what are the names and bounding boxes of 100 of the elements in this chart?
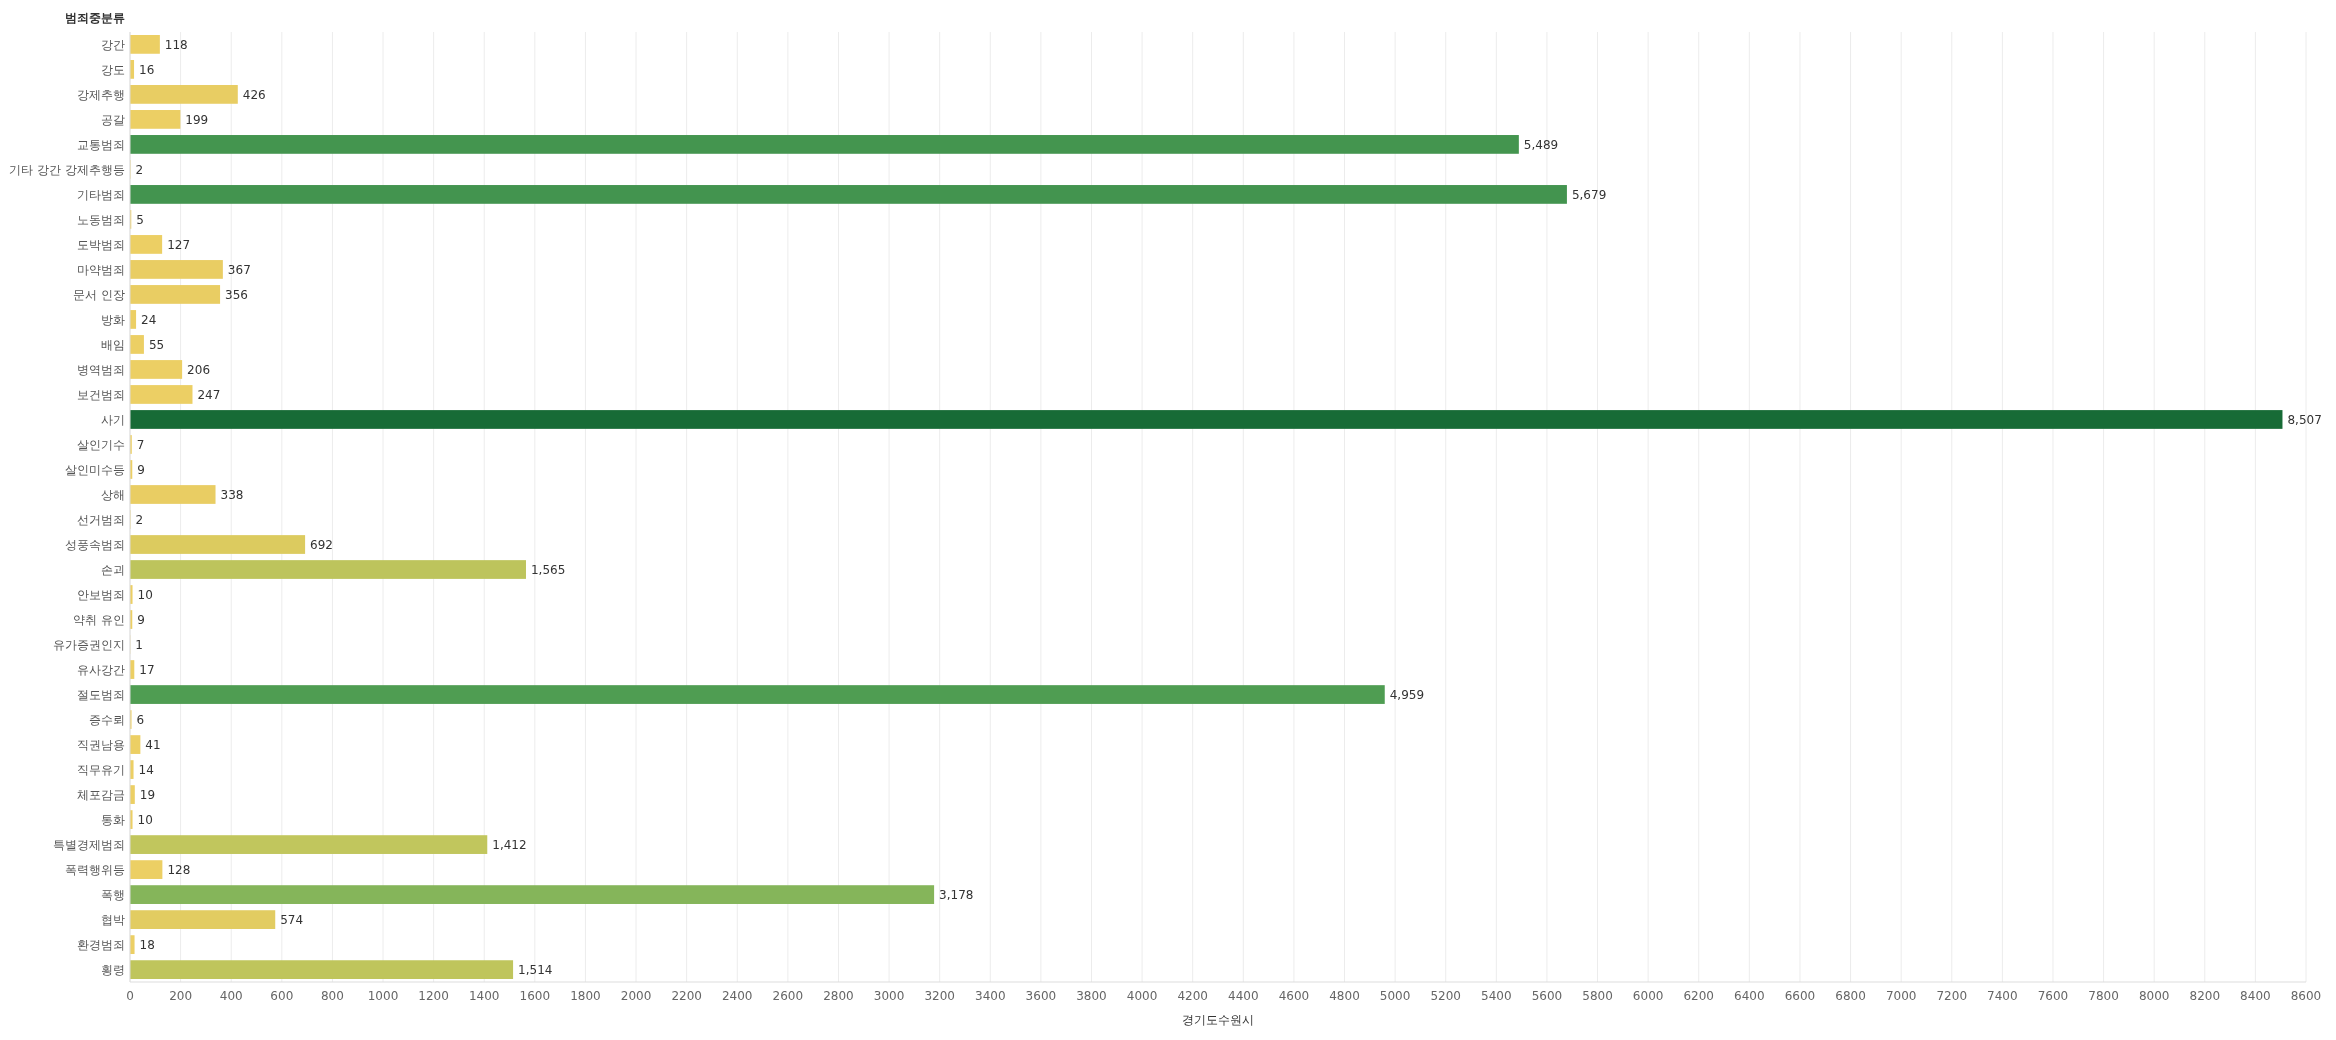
x-tick-label: 800 [320,989,344,1003]
y-tick-label: 협박 [101,912,125,927]
x-tick-label: 4200 [1177,989,1208,1003]
x-tick-label: 2800 [823,989,854,1003]
data-label: 19 [139,787,156,802]
data-label: 3,178 [939,887,974,902]
data-label: 5,489 [1523,137,1559,152]
x-tick-label: 4600 [1278,989,1310,1003]
x-tick-label: 7600 [2037,989,2069,1003]
y-tick-label: 절도범죄 [77,687,125,702]
y-tick-label: 성풍속범죄 [65,537,125,552]
x-tick-label: 0 [126,989,134,1003]
x-tick-label: 3000 [873,989,905,1003]
y-tick-label: 마약범죄 [77,262,125,277]
x-tick-label: 5600 [1531,989,1563,1003]
y-tick-label: 증수뢰 [89,712,125,727]
y-tick-label: 안보범죄 [77,587,125,602]
x-tick-label: 5000 [1379,989,1411,1003]
data-label: 1,565 [530,562,566,577]
data-label: 41 [145,737,161,752]
y-tick-label: 선거범죄 [77,512,125,527]
data-label: 206 [187,362,211,377]
y-tick-label: 환경범죄 [77,937,125,952]
x-tick-label: 7400 [1987,989,2018,1003]
y-tick-label: 직권남용 [77,737,125,752]
data-label: 9 [137,462,145,477]
y-tick-label: 통화 [101,812,125,827]
y-tick-label: 노동범죄 [77,212,125,227]
y-tick-label: 살인기수 [77,437,125,452]
x-tick-label: 4400 [1228,989,1259,1003]
data-label: 574 [280,912,304,927]
y-tick-label: 배임 [101,337,125,352]
x-tick-label: 3200 [924,989,955,1003]
y-tick-label: 살인미수등 [65,462,125,477]
y-tick-label: 사기 [101,412,125,427]
data-label: 356 [225,287,248,302]
y-tick-label: 보건범죄 [77,387,125,402]
y-tick-label: 폭력행위등 [65,862,125,877]
x-tick-label: 2200 [671,989,702,1003]
data-label: 2 [135,162,144,177]
y-tick-label: 병역범죄 [77,362,125,377]
data-label: 6 [136,712,145,727]
y-tick-label: 횡령 [101,962,125,977]
x-tick-label: 200 [169,989,193,1003]
x-tick-label: 2600 [772,989,804,1003]
data-label: 5 [136,212,144,227]
x-tick-label: 2000 [620,989,652,1003]
y-tick-label: 강제추행 [77,87,125,102]
data-label: 55 [148,337,165,352]
y-tick-label: 상해 [101,487,125,502]
x-tick-label: 8000 [2138,989,2170,1003]
data-label: 8,507 [2287,412,2322,427]
x-tick-label: 1800 [570,989,601,1003]
x-tick-label: 6400 [1734,989,1765,1003]
x-tick-label: 8400 [2240,989,2271,1003]
y-tick-label: 직무유기 [77,762,125,777]
x-tick-label: 3600 [1025,989,1057,1003]
data-label: 14 [138,762,154,777]
data-label: 127 [167,237,191,252]
x-tick-label: 5400 [1481,989,1512,1003]
y-tick-label: 강간 [101,37,125,52]
x-tick-label: 7800 [2088,989,2119,1003]
x-tick-label: 6200 [1683,989,1715,1003]
x-tick-label: 3800 [1076,989,1107,1003]
data-label: 247 [197,387,221,402]
y-tick-label: 기타범죄 [77,187,125,202]
data-label: 338 [220,487,244,502]
y-tick-label: 유사강간 [77,662,125,677]
y-tick-label: 체포감금 [77,787,125,802]
data-label: 426 [242,87,266,102]
x-tick-label: 8200 [2189,989,2221,1003]
x-tick-label: 400 [219,989,243,1003]
y-tick-label: 교통범죄 [77,137,125,152]
data-label: 18 [139,937,155,952]
x-tick-label: 6600 [1784,989,1816,1003]
data-label: 1,412 [492,837,527,852]
data-label: 9 [137,612,145,627]
x-tick-label: 1000 [367,989,399,1003]
x-tick-label: 2400 [721,989,753,1003]
data-label: 10 [137,587,153,602]
data-label: 1,514 [518,962,553,977]
data-label: 24 [141,312,157,327]
x-tick-label: 1400 [468,989,500,1003]
x-tick-label: 7200 [1936,989,1968,1003]
x-tick-label: 8600 [2290,989,2322,1003]
y-tick-label: 손괴 [101,562,125,577]
y-axis-title: 범죄중분류 [65,11,125,25]
data-label: 128 [167,862,191,877]
data-label: 1 [135,637,143,652]
y-tick-label: 문서 인장 [73,287,125,302]
x-tick-label: 600 [270,989,294,1003]
x-tick-label: 7000 [1885,989,1917,1003]
x-tick-label: 1600 [519,989,551,1003]
data-label: 2 [135,512,144,527]
x-tick-label: 5200 [1430,989,1461,1003]
y-tick-label: 기타 강간 강제추행등 [9,162,125,177]
x-tick-label: 6800 [1835,989,1866,1003]
y-tick-label: 도박범죄 [77,237,125,252]
y-tick-label: 강도 [101,62,125,77]
data-label: 118 [164,37,188,52]
